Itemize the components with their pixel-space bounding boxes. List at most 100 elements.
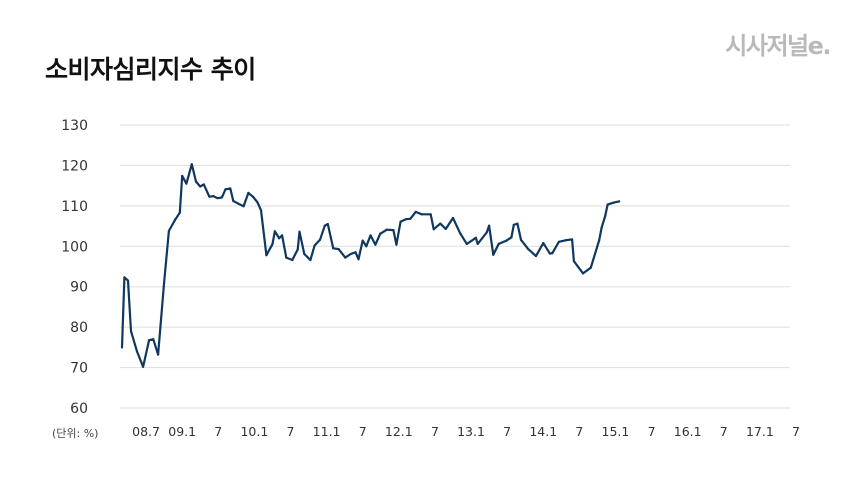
series-layer (120, 163, 621, 368)
data-point (365, 245, 368, 248)
data-point (296, 248, 299, 251)
data-point (432, 228, 435, 231)
data-point (497, 242, 500, 245)
data-point (487, 224, 491, 227)
data-point (379, 232, 382, 235)
data-point (178, 211, 181, 214)
x-tick-label: 13.1 (457, 424, 485, 439)
data-point (465, 242, 468, 245)
data-point (252, 195, 255, 199)
data-point (571, 238, 574, 241)
data-point (581, 272, 585, 275)
data-point (392, 229, 395, 232)
data-point (512, 223, 515, 226)
data-point (565, 239, 568, 242)
data-point (167, 229, 171, 233)
data-point (600, 226, 603, 229)
x-tick-label: 14.1 (529, 424, 557, 439)
y-tick-label: 70 (70, 361, 88, 377)
data-point (141, 365, 145, 368)
data-point (612, 201, 615, 204)
data-point (123, 276, 126, 279)
x-tick-label: 17.1 (746, 424, 774, 439)
data-point (420, 213, 423, 216)
data-point (129, 330, 133, 333)
data-point (534, 254, 538, 258)
data-point (256, 201, 259, 204)
data-point (212, 195, 215, 198)
x-tick-label: 7 (648, 424, 656, 439)
brand-logo: 시사저널e. (725, 32, 831, 60)
data-point (516, 222, 519, 225)
data-point (194, 180, 198, 183)
data-point (224, 188, 227, 191)
y-tick-label: 100 (61, 239, 88, 255)
x-tick-label: 7 (214, 424, 222, 439)
data-point (349, 252, 352, 256)
data-point (332, 247, 335, 250)
x-tick-label: 08.7 (132, 424, 160, 439)
x-tick-label: 7 (720, 424, 728, 439)
data-point (147, 338, 151, 342)
data-point (265, 254, 268, 257)
data-point (439, 222, 442, 225)
data-point (476, 242, 479, 245)
data-point (271, 243, 274, 246)
data-point (163, 281, 166, 284)
series-line (120, 163, 621, 368)
data-point (395, 243, 398, 246)
data-point (216, 197, 219, 200)
data-point (527, 248, 530, 251)
x-tick-label: 15.1 (602, 424, 630, 439)
y-tick-label: 90 (70, 280, 88, 296)
x-tick-label: 11.1 (313, 424, 341, 439)
x-tick-label: 16.1 (674, 424, 702, 439)
data-point (199, 185, 202, 188)
data-point (232, 199, 235, 203)
data-point (229, 187, 232, 190)
data-point (474, 236, 477, 239)
data-point (126, 279, 130, 282)
data-point (202, 183, 205, 186)
x-tick-label: 09.1 (168, 424, 196, 439)
data-point (291, 258, 294, 262)
data-point (326, 222, 329, 226)
data-point (309, 258, 312, 262)
x-tick-label: 7 (287, 424, 295, 439)
unit-label: (단위: %) (52, 427, 99, 440)
data-point (357, 258, 360, 261)
data-point (280, 234, 284, 237)
data-point (285, 256, 288, 259)
data-point (303, 252, 306, 256)
data-point (185, 182, 188, 185)
data-point (492, 253, 495, 256)
data-point (369, 234, 372, 237)
data-point (606, 203, 609, 206)
x-axis: 08.7 09.1 7 10.1 7 11.1 7 12.1 7 13.1 7 14.1 7 15.1 7 1… (132, 424, 800, 439)
data-point (190, 163, 193, 166)
data-point (572, 260, 576, 263)
data-point (181, 174, 184, 178)
data-point (298, 230, 301, 233)
data-point (444, 227, 447, 231)
x-tick-label: 12.1 (385, 424, 413, 439)
data-point (173, 218, 177, 222)
x-tick-label: 7 (503, 424, 511, 439)
data-point (617, 200, 621, 203)
data-point (548, 252, 551, 255)
data-point (135, 350, 139, 353)
data-point (604, 214, 607, 218)
x-tick-label: 7 (359, 424, 367, 439)
chart-title: 소비자심리지수 추이 (45, 55, 256, 84)
y-tick-label: 80 (70, 320, 88, 336)
data-point (237, 202, 240, 205)
data-point (429, 213, 432, 216)
x-tick-label: 10.1 (240, 424, 268, 439)
data-point (598, 239, 601, 242)
data-point (510, 236, 513, 239)
y-tick-label: 120 (61, 158, 88, 174)
y-axis: 60 70 80 90 100 110 120 130 (61, 118, 88, 417)
data-point (337, 248, 340, 251)
data-point (404, 218, 408, 221)
